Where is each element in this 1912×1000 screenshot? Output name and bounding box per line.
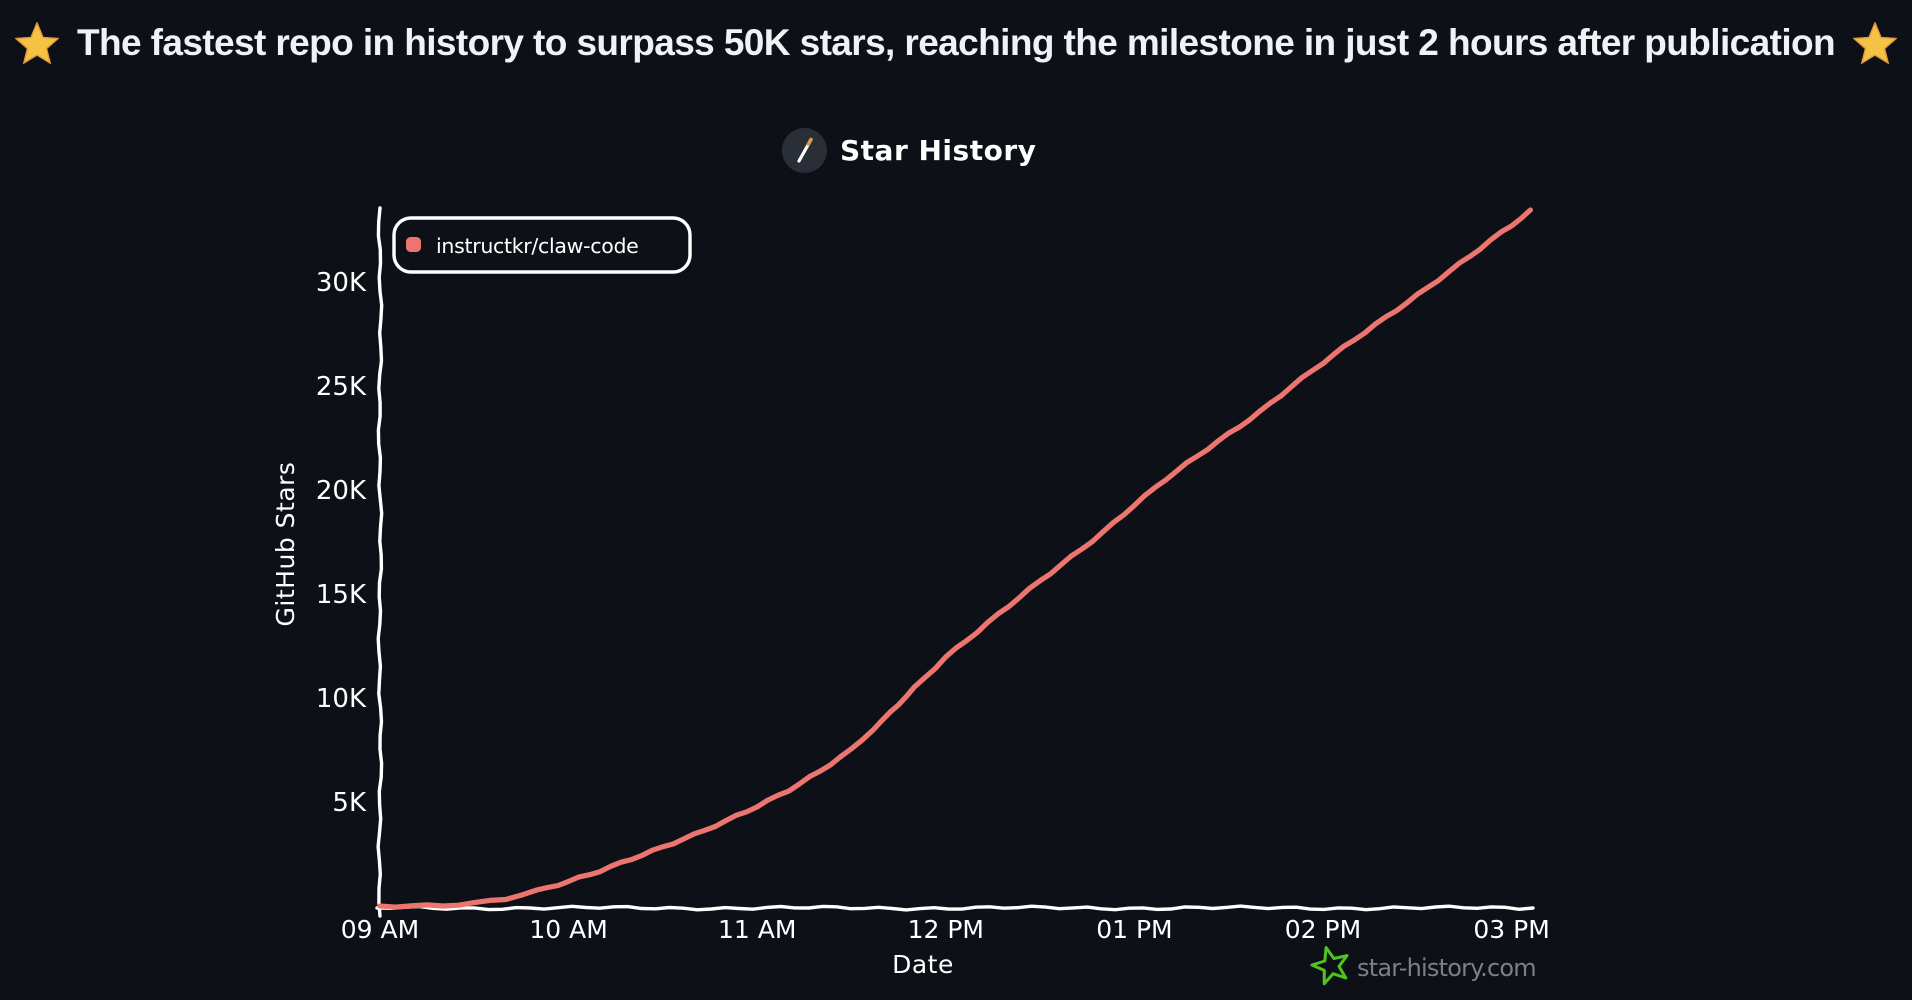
x-tick-label: 09 AM (341, 915, 419, 944)
star-emoji-icon (14, 21, 60, 65)
y-tick-label: 30K (316, 268, 367, 298)
chart-header: Star History (782, 128, 1036, 173)
y-axis-title: GitHub Stars (271, 462, 300, 627)
series-lines (377, 207, 1533, 910)
chart-title: Star History (840, 134, 1037, 167)
star-emoji-icon (1852, 21, 1898, 65)
y-axis-tick-labels: 5K 10K 15K 20K 25K 30K (316, 268, 367, 818)
legend: instructkr/claw-code (392, 216, 692, 274)
y-tick-label: 15K (316, 580, 367, 610)
x-tick-label: 11 AM (718, 915, 796, 944)
legend-box (392, 216, 692, 274)
y-tick-label: 10K (316, 684, 367, 714)
axes (375, 206, 1535, 918)
magic-wand-icon (782, 128, 827, 173)
x-axis-line (375, 904, 1535, 912)
x-tick-label: 02 PM (1285, 915, 1361, 944)
legend-marker (406, 237, 421, 252)
legend-label: instructkr/claw-code (436, 234, 638, 258)
x-tick-label: 12 PM (908, 915, 984, 944)
x-tick-label: 01 PM (1096, 915, 1172, 944)
x-axis-title: Date (892, 950, 954, 979)
x-tick-label: 03 PM (1473, 915, 1549, 944)
banner: The fastest repo in history to surpass 5… (0, 21, 1912, 65)
watermark-star-icon (1310, 946, 1349, 986)
watermark-link[interactable]: star-history.com (1310, 946, 1537, 986)
banner-title: The fastest repo in history to surpass 5… (76, 22, 1836, 63)
y-tick-label: 20K (316, 476, 367, 506)
series-line-instructkr/claw-code (377, 207, 1533, 910)
y-tick-label: 25K (316, 372, 367, 402)
x-tick-label: 10 AM (529, 915, 607, 944)
x-axis-tick-labels: 09 AM 10 AM 11 AM 12 PM 01 PM 02 PM 03 PM (341, 915, 1550, 944)
watermark-text: star-history.com (1357, 954, 1536, 982)
y-tick-label: 5K (332, 788, 367, 818)
y-axis-line (376, 206, 384, 918)
